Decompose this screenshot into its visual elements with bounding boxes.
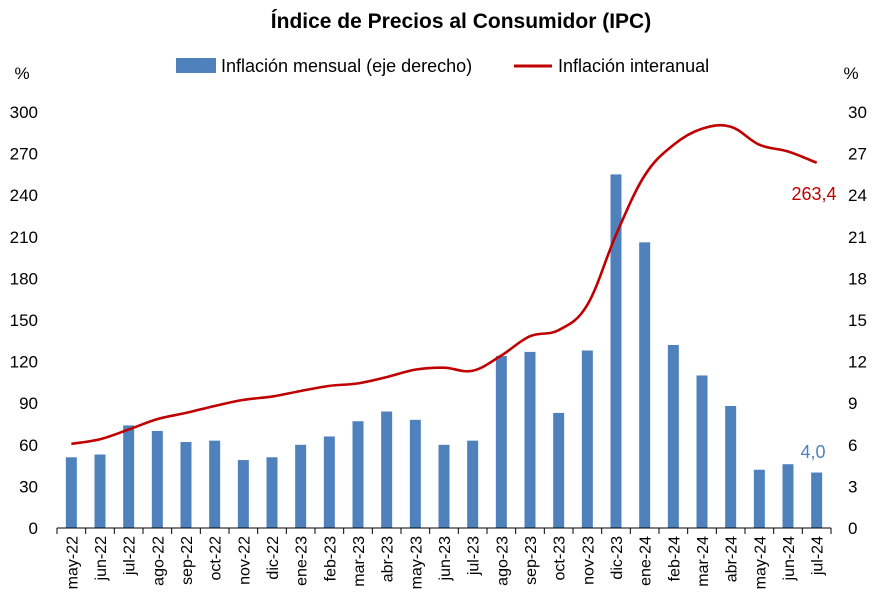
left-tick-label: 240	[10, 186, 38, 205]
left-axis-ticks: 0 30 60 90 120 150 180 210 240 270 300	[10, 103, 38, 538]
left-tick-label: 60	[19, 436, 38, 455]
left-tick-label: 180	[10, 269, 38, 288]
right-axis-ticks: 0 3 6 9 12 15 18 21 24 27 30	[848, 103, 867, 538]
line-path	[71, 123, 818, 446]
x-tick-label: dic-23	[609, 536, 626, 580]
left-tick-label: 30	[19, 477, 38, 496]
x-tick-label: nov-23	[580, 536, 597, 585]
legend-label-bar: Inflación mensual (eje derecho)	[221, 56, 472, 76]
right-tick-label: 15	[848, 311, 867, 330]
right-tick-label: 0	[848, 519, 857, 538]
bar	[438, 444, 450, 528]
x-tick-label: jun-24	[781, 536, 798, 582]
bar	[237, 460, 249, 528]
left-tick-label: 150	[10, 311, 38, 330]
bar	[553, 412, 565, 528]
bar	[753, 469, 765, 528]
x-tick-label: sep-22	[179, 536, 196, 585]
right-tick-label: 27	[848, 145, 867, 164]
x-tick-label: jun-22	[93, 536, 110, 582]
bar	[667, 344, 679, 528]
x-tick-label: sep-23	[523, 536, 540, 585]
bar	[495, 356, 507, 528]
right-tick-label: 3	[848, 477, 857, 496]
bar	[151, 430, 163, 528]
right-tick-label: 30	[848, 103, 867, 122]
bar	[209, 440, 221, 528]
x-tick-label: dic-22	[265, 536, 282, 580]
right-tick-label: 9	[848, 394, 857, 413]
x-tick-label: may-23	[408, 536, 425, 589]
x-tick-label: jul-24	[810, 536, 827, 576]
legend: Inflación mensual (eje derecho) Inflació…	[176, 56, 709, 76]
bar	[639, 242, 651, 528]
x-tick-label: may-24	[752, 536, 769, 589]
x-tick-label: feb-23	[322, 536, 339, 581]
line-series	[71, 123, 818, 446]
bar	[610, 174, 622, 528]
x-tick-label: jun-23	[437, 536, 454, 582]
x-tick-label: ago-23	[494, 536, 511, 586]
bar	[180, 442, 192, 528]
right-tick-label: 18	[848, 269, 867, 288]
legend-swatch-bar	[176, 58, 216, 73]
right-tick-label: 24	[848, 186, 867, 205]
bar	[123, 425, 135, 528]
x-axis-labels: may-22 jun-22 jul-22 ago-22 sep-22 oct-22 nov-…	[64, 536, 826, 589]
bar	[381, 411, 393, 528]
bar	[524, 351, 536, 528]
bar	[409, 419, 421, 528]
bar-series	[65, 174, 823, 528]
bar	[352, 421, 364, 528]
x-tick-label: jul-23	[466, 536, 483, 576]
x-tick-label: mar-23	[351, 536, 368, 587]
x-tick-label: oct-23	[552, 536, 569, 581]
x-tick-label: oct-22	[208, 536, 225, 581]
x-tick-label: ene-24	[638, 536, 655, 586]
bar	[295, 444, 307, 528]
x-tick-label: jul-22	[122, 536, 139, 576]
bar	[811, 472, 823, 528]
line-end-data-label: 263,4	[791, 184, 836, 204]
bar	[467, 440, 479, 528]
bar	[65, 457, 77, 528]
x-tick-label: abr-24	[724, 536, 741, 582]
x-tick-label: feb-24	[666, 536, 683, 581]
left-tick-label: 120	[10, 353, 38, 372]
right-tick-label: 6	[848, 436, 857, 455]
right-tick-label: 12	[848, 353, 867, 372]
left-tick-label: 300	[10, 103, 38, 122]
x-tick-label: ago-22	[150, 536, 167, 586]
bar	[782, 464, 794, 528]
x-tick-label: may-22	[64, 536, 81, 589]
x-axis-ticks	[56, 528, 832, 534]
left-tick-label: 90	[19, 394, 38, 413]
bar	[266, 457, 278, 528]
right-tick-label: 21	[848, 228, 867, 247]
left-tick-label: 0	[29, 519, 38, 538]
bar	[94, 454, 106, 528]
bar	[323, 436, 335, 528]
chart-title: Índice de Precios al Consumidor (IPC)	[271, 10, 651, 33]
left-tick-label: 270	[10, 145, 38, 164]
bar	[696, 375, 708, 528]
bar-end-data-label: 4,0	[800, 442, 825, 462]
bar	[725, 405, 737, 528]
bar	[581, 350, 593, 528]
x-tick-label: nov-22	[236, 536, 253, 585]
right-axis-unit: %	[843, 64, 858, 83]
left-tick-label: 210	[10, 228, 38, 247]
x-tick-label: abr-23	[380, 536, 397, 582]
legend-label-line: Inflación interanual	[558, 56, 709, 76]
x-tick-label: mar-24	[695, 536, 712, 587]
x-tick-label: ene-23	[294, 536, 311, 586]
left-axis-unit: %	[14, 64, 29, 83]
